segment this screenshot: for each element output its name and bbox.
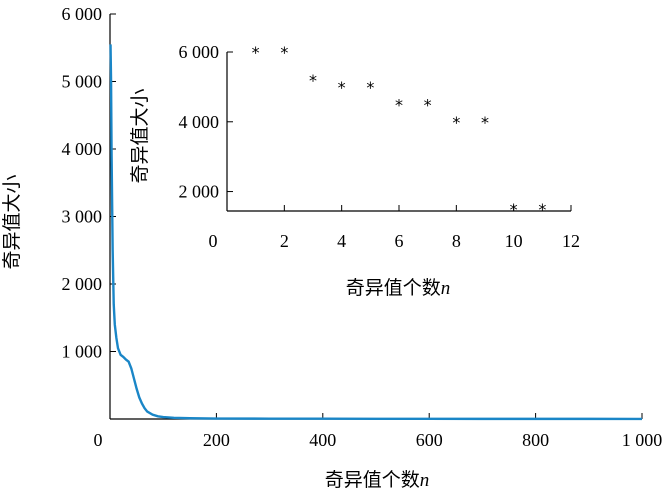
inset-data-point: * — [452, 113, 460, 132]
main-x-axis-title: 奇异值个数n — [325, 469, 430, 491]
inset-y-tick-label: 4 000 — [179, 112, 220, 132]
inset-data-point: * — [424, 95, 432, 114]
main-y-tick-label: 3 000 — [62, 207, 103, 227]
main-x-tick-label: 400 — [309, 430, 336, 450]
inset-data-point: * — [338, 78, 346, 97]
inset-data-point: * — [395, 95, 403, 114]
main-x-tick-label: 600 — [416, 430, 443, 450]
inset-data-point: * — [481, 113, 489, 132]
inset-data-point: * — [366, 78, 374, 97]
inset-x-tick-label: 8 — [452, 231, 461, 251]
main-x-tick-label: 0 — [94, 430, 103, 450]
inset-x-tick-label: 4 — [337, 231, 346, 251]
main-y-tick-label: 2 000 — [62, 274, 103, 294]
main-series-line — [109, 44, 643, 421]
main-series — [109, 44, 643, 421]
inset-data-point: * — [309, 71, 317, 90]
main-x-tick-label: 1 000 — [622, 430, 663, 450]
main-y-tick-label: 5 000 — [62, 72, 103, 92]
inset-axes: 0 2 4 6 8 10 12 2 000 4 000 6 000 — [179, 42, 581, 251]
inset-data-point: * — [280, 43, 288, 62]
inset-x-tick-label: 0 — [209, 231, 218, 251]
inset-x-tick-label: 12 — [562, 231, 580, 251]
inset-x-axis-title: 奇异值个数n — [346, 277, 451, 299]
main-y-tick-label: 4 000 — [62, 139, 103, 159]
main-x-tick-label: 200 — [203, 430, 230, 450]
inset-y-axis-title: 奇异值大小 — [129, 88, 151, 183]
inset-x-tick-label: 10 — [505, 231, 523, 251]
main-x-tick-label: 800 — [522, 430, 549, 450]
main-axes: 0 200 400 600 800 1 000 1 000 2 000 3 000 4 000 5 … — [62, 4, 663, 450]
inset-data-point: * — [538, 200, 546, 219]
inset-x-tick-label: 2 — [280, 231, 289, 251]
inset-y-tick-label: 2 000 — [179, 182, 220, 202]
main-y-tick-label: 1 000 — [62, 342, 103, 362]
inset-data-point: * — [510, 200, 518, 219]
inset-x-tick-label: 6 — [395, 231, 404, 251]
inset-series: * * * * * * * * * * * — [252, 43, 547, 219]
main-y-axis-title: 奇异值大小 — [1, 174, 23, 269]
main-y-tick-label: 6 000 — [62, 4, 103, 24]
inset-y-tick-label: 6 000 — [179, 42, 220, 62]
inset-data-point: * — [252, 43, 260, 62]
